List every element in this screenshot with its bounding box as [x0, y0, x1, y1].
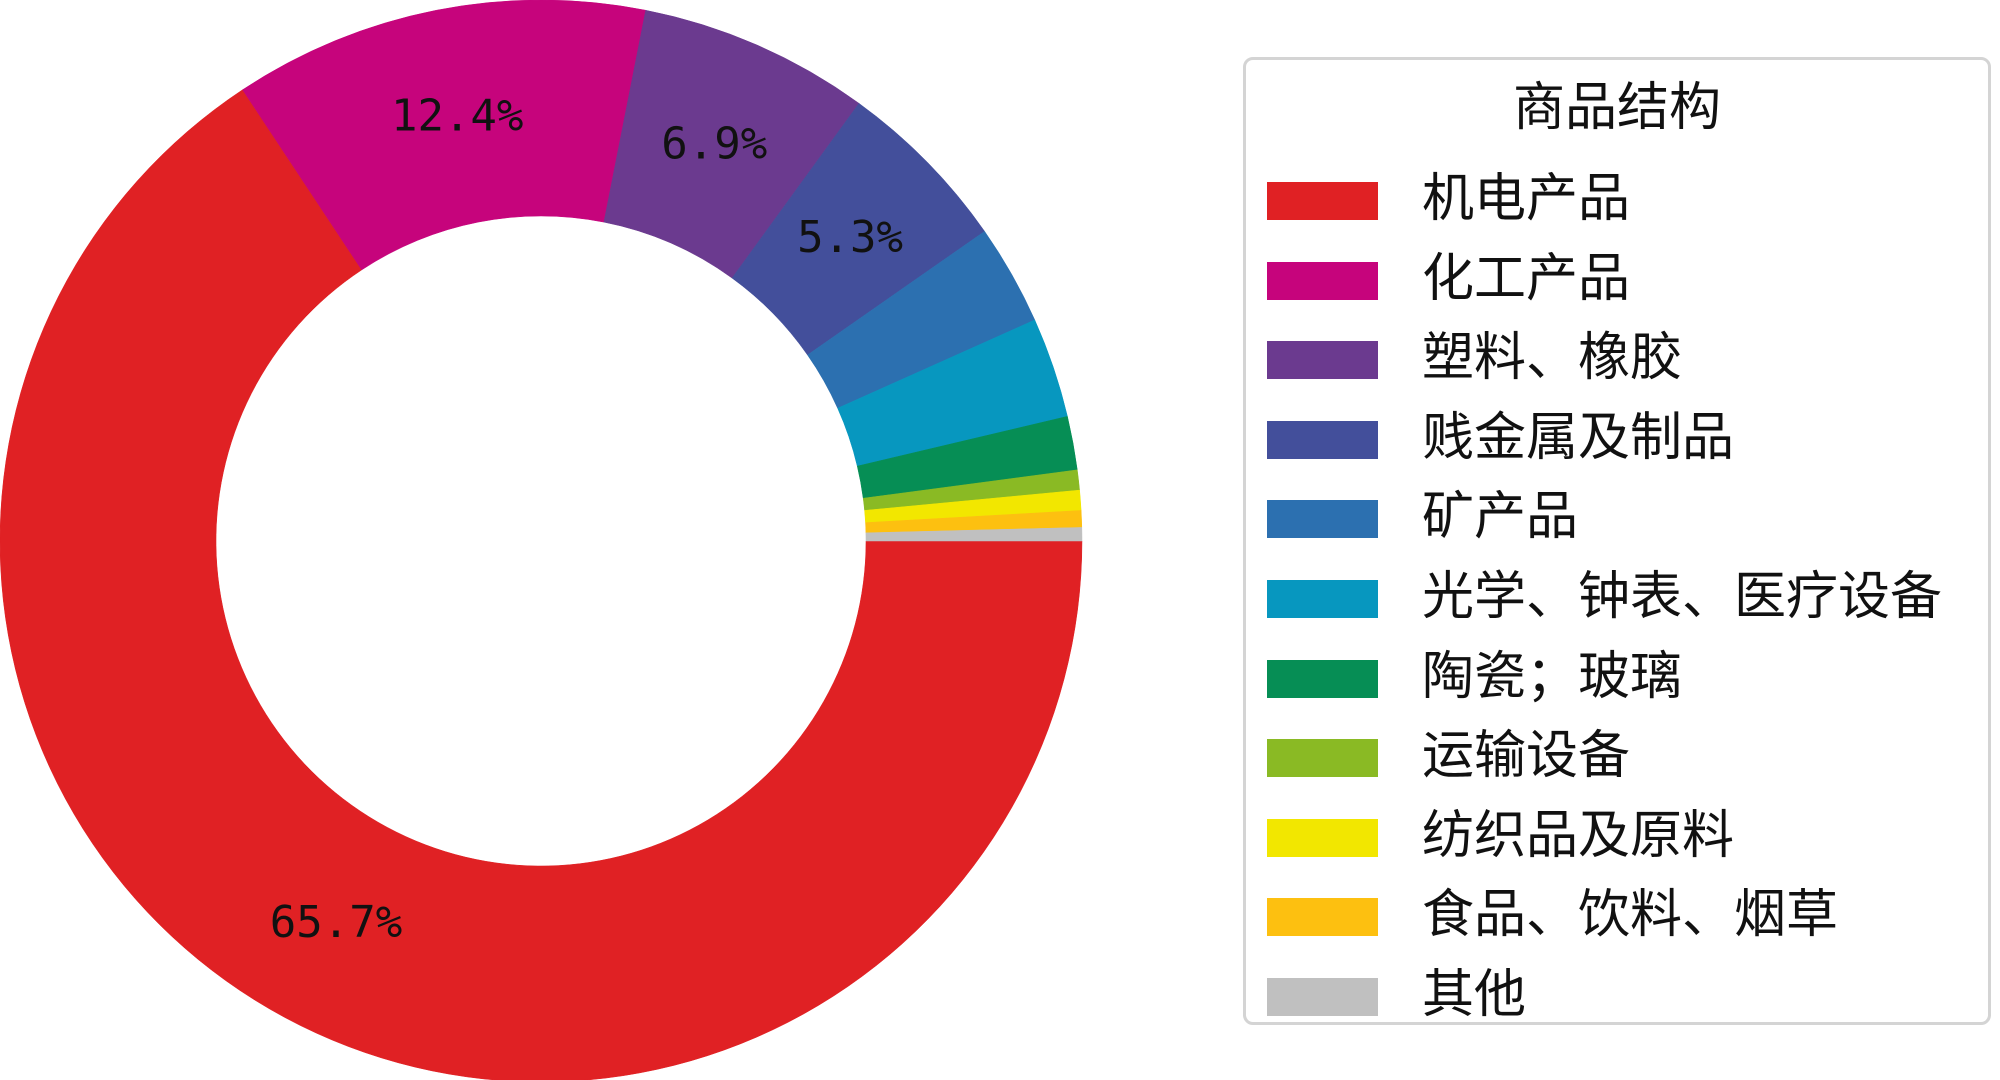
- legend-label: 贱金属及制品: [1422, 407, 1735, 468]
- legend-item: 贱金属及制品: [1267, 400, 1987, 472]
- legend-swatch: [1267, 261, 1378, 300]
- donut-percent-labels: 65.7% 12.4% 6.9% 5.3%: [270, 91, 903, 948]
- legend-swatch: [1267, 659, 1378, 698]
- legend-label: 光学、钟表、医疗设备: [1422, 567, 1943, 627]
- legend-label: 其他: [1422, 965, 1527, 1025]
- donut-slice-0: [0, 89, 1083, 1080]
- legend-label: 化工产品: [1422, 248, 1631, 309]
- legend-label: 陶瓷；玻璃: [1422, 646, 1683, 707]
- legend: 商品结构 机电产品化工产品塑料、橡胶贱金属及制品 矿产品光学、钟表、医疗设备 陶瓷；…: [1243, 57, 1991, 1025]
- legend-swatch: [1267, 182, 1378, 220]
- legend-item: 塑料、橡胶: [1267, 320, 1987, 392]
- donut-slices: [0, 0, 1083, 1080]
- legend-item: 光学、钟表、医疗设备: [1267, 559, 1987, 631]
- legend-swatch: [1267, 818, 1378, 857]
- legend-title: 商品结构: [1512, 78, 1721, 138]
- legend-swatch: [1267, 341, 1378, 380]
- legend-swatch: [1267, 420, 1378, 459]
- legend-item: 陶瓷；玻璃: [1267, 639, 1987, 711]
- legend-item: 其他: [1267, 957, 1987, 1029]
- slice-percent-label-3: 5.3%: [797, 212, 903, 263]
- legend-item: 运输设备: [1267, 718, 1987, 790]
- donut-slice-10: [865, 527, 1083, 542]
- legend-label: 矿产品: [1422, 487, 1579, 548]
- donut-slice-1: [242, 0, 647, 271]
- legend-swatch: [1267, 898, 1378, 937]
- legend-label: 塑料、橡胶: [1422, 328, 1683, 389]
- slice-percent-label-1: 12.4%: [391, 91, 523, 142]
- legend-label: 纺织品及原料: [1422, 805, 1735, 866]
- legend-item: 机电产品: [1267, 161, 1987, 233]
- legend-item: 化工产品: [1267, 241, 1987, 313]
- legend-swatch: [1267, 580, 1378, 618]
- legend-item: 矿产品: [1267, 479, 1987, 551]
- slice-percent-label-0: 65.7%: [270, 897, 402, 948]
- legend-label: 食品、饮料、烟草: [1422, 885, 1839, 946]
- legend-swatch: [1267, 739, 1378, 778]
- legend-label: 运输设备: [1422, 726, 1631, 787]
- legend-item: 纺织品及原料: [1267, 798, 1987, 870]
- legend-label: 机电产品: [1422, 169, 1631, 229]
- slice-percent-label-2: 6.9%: [661, 119, 767, 170]
- legend-swatch: [1267, 978, 1378, 1016]
- legend-swatch: [1267, 500, 1378, 539]
- legend-item: 食品、饮料、烟草: [1267, 877, 1987, 949]
